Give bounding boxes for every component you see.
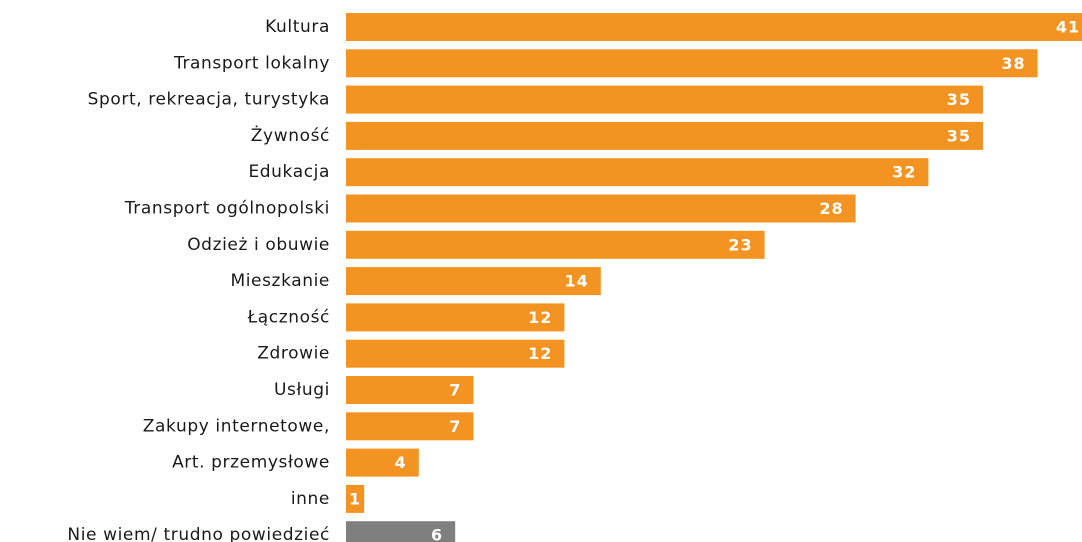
bar-uslugi [346,376,474,404]
category-label-odziez-i-obuwie: Odzież i obuwie [187,235,330,255]
value-label-nie-wiem-trudno-powiedziec: 6 [431,526,443,542]
bar-lacznosc [346,303,565,332]
bar-zywnosc [346,121,983,150]
category-label-uslugi: Usługi [274,380,330,400]
bar-edukacja [346,158,929,187]
category-label-mieszkanie: Mieszkanie [230,271,330,291]
bar-kultura [346,13,1082,41]
value-label-transport-lokalny: 38 [1001,54,1025,73]
bar-nie-wiem-trudno-powiedziec [346,521,456,542]
value-label-sport-rekreacja-turystyka: 35 [947,90,971,109]
bar-transport-lokalny [346,49,1038,78]
value-label-kultura: 41 [1056,18,1080,37]
value-label-uslugi: 7 [449,381,461,400]
category-labels-group: Kultura Transport lokalny Sport, rekreacja… [67,17,330,542]
category-label-zakupy-internetowe: Zakupy internetowe, [143,416,330,436]
value-label-zakupy-internetowe: 7 [449,417,461,436]
category-label-zdrowie: Zdrowie [257,344,330,364]
category-label-lacznosc: Łączność [247,307,330,327]
category-label-sport-rekreacja-turystyka: Sport, rekreacja, turystyka [88,90,330,110]
bars-group [346,13,1082,542]
category-label-transport-lokalny: Transport lokalny [173,53,330,73]
bar-zakupy-internetowe [346,412,474,441]
category-label-edukacja: Edukacja [248,162,330,182]
value-label-art-przemyslowe: 4 [395,453,407,472]
bar-odziez-i-obuwie [346,230,765,259]
value-label-lacznosc: 12 [528,308,552,327]
value-label-zdrowie: 12 [528,344,552,363]
value-label-inne: 1 [349,489,361,508]
category-label-inne: inne [291,489,330,509]
category-label-zywnosc: Żywność [251,125,330,146]
bar-inne [346,484,365,513]
value-label-transport-ogolnopolski: 28 [819,199,843,218]
value-label-odziez-i-obuwie: 23 [728,235,752,254]
bar-zdrowie [346,339,565,368]
bar-mieszkanie [346,267,601,296]
value-label-mieszkanie: 14 [565,272,589,291]
category-label-kultura: Kultura [265,17,330,37]
bar-sport-rekreacja-turystyka [346,85,983,114]
category-label-transport-ogolnopolski: Transport ogólnopolski [124,199,330,219]
value-label-zywnosc: 35 [947,126,971,145]
category-label-art-przemyslowe: Art. przemysłowe [172,453,330,473]
value-label-edukacja: 32 [892,163,916,182]
category-label-nie-wiem-trudno-powiedziec: Nie wiem/ trudno powiedzieć [67,525,330,542]
bar-transport-ogolnopolski [346,194,856,223]
bar-art-przemyslowe [346,448,419,477]
